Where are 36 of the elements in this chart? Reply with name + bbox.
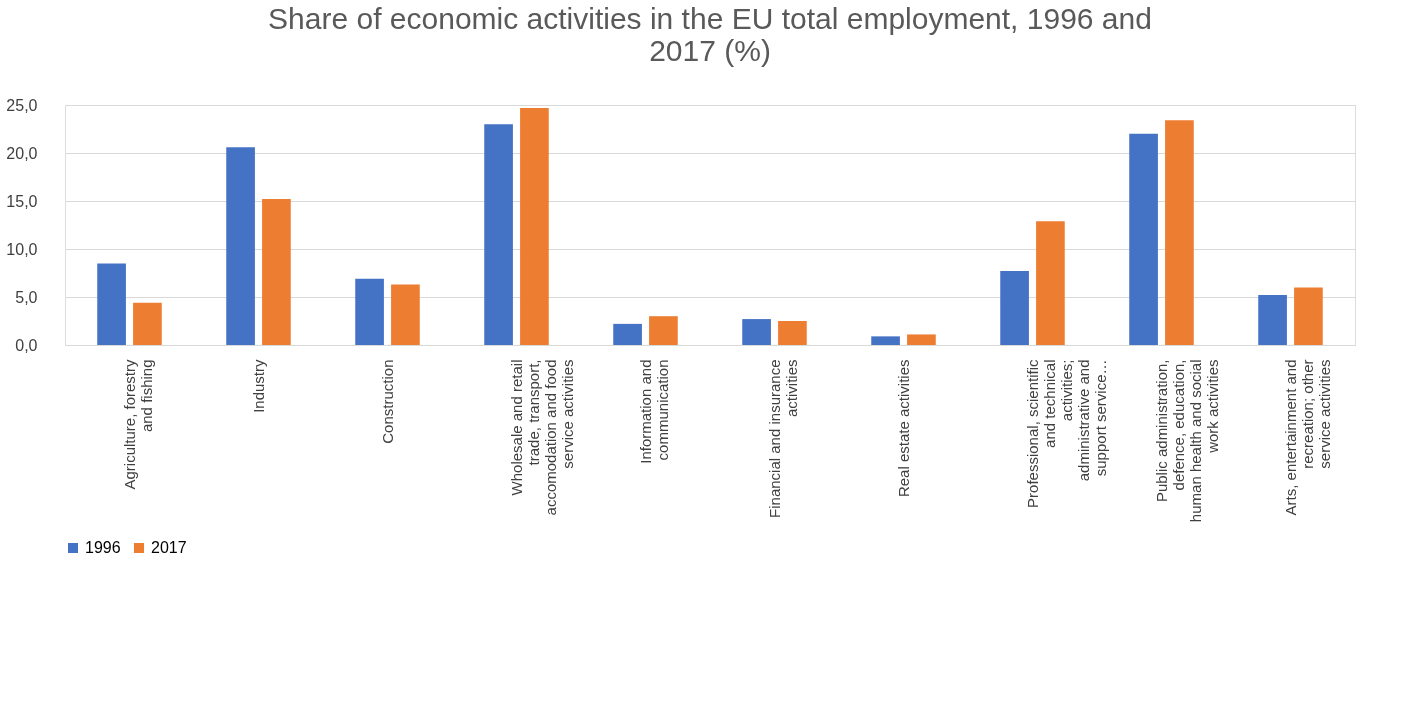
x-tick-label: Wholesale and retail trade, transport, accomodation and food service activities xyxy=(507,359,576,516)
y-tick-label: 15,0 xyxy=(6,192,38,210)
legend-label: 1996 xyxy=(85,539,121,556)
bar xyxy=(133,302,162,345)
bar xyxy=(520,107,549,345)
bar xyxy=(355,278,384,345)
y-tick-label: 5,0 xyxy=(15,288,38,306)
bar xyxy=(742,319,771,345)
chart-title: Share of economic activities in the EU total employment, 1996 and 2017 (%) xyxy=(268,2,1152,67)
y-tick-label: 0,0 xyxy=(15,336,38,354)
bar xyxy=(1000,271,1029,345)
bar xyxy=(226,147,255,345)
bar xyxy=(907,334,936,345)
bar xyxy=(778,321,807,345)
x-tick-label: Agriculture, forestry and fishing xyxy=(120,359,155,490)
bar xyxy=(1258,295,1287,345)
x-tick-label: Industry xyxy=(249,359,267,413)
y-tick-label: 10,0 xyxy=(6,240,38,258)
bar xyxy=(1165,120,1194,345)
y-tick-label: 20,0 xyxy=(6,144,38,162)
bar xyxy=(1294,287,1323,345)
bar xyxy=(391,284,420,345)
x-tick-label: Financial and insurance activities xyxy=(765,359,800,518)
x-tick-label: Construction xyxy=(378,359,396,444)
bar xyxy=(613,323,642,345)
bar xyxy=(649,316,678,345)
y-tick-label: 25,0 xyxy=(6,96,38,114)
bar xyxy=(1129,133,1158,345)
x-tick-label: Real estate activities xyxy=(894,359,912,498)
x-tick-label: Professional, scientific and technical activities; administrative and support service… xyxy=(1023,359,1109,508)
bar xyxy=(1036,221,1065,345)
bar xyxy=(871,336,900,345)
bar xyxy=(97,263,126,345)
bar xyxy=(484,124,513,345)
bar xyxy=(262,199,291,345)
legend-label: 2017 xyxy=(151,539,187,556)
